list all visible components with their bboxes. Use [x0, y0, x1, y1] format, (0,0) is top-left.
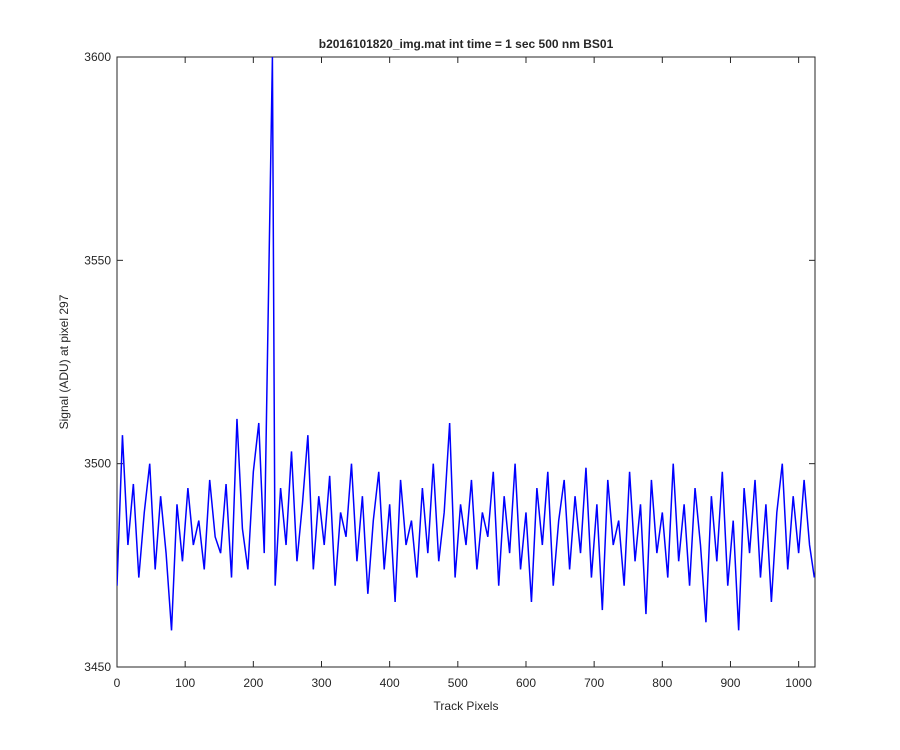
data-line — [117, 57, 815, 631]
x-tick-label: 1000 — [785, 676, 812, 690]
x-tick-label: 600 — [516, 676, 536, 690]
x-tick-label: 700 — [584, 676, 604, 690]
y-axis-label: Signal (ADU) at pixel 297 — [57, 294, 71, 429]
x-tick-label: 900 — [720, 676, 740, 690]
x-tick-label: 300 — [311, 676, 331, 690]
x-tick-label: 400 — [380, 676, 400, 690]
x-axis-label: Track Pixels — [434, 699, 499, 713]
x-tick-label: 800 — [652, 676, 672, 690]
x-tick-label: 100 — [175, 676, 195, 690]
y-tick-label: 3450 — [84, 660, 111, 674]
x-tick-label: 0 — [114, 676, 121, 690]
chart-title: b2016101820_img.mat int time = 1 sec 500… — [319, 37, 614, 51]
y-tick-label: 3600 — [84, 50, 111, 64]
x-tick-label: 200 — [243, 676, 263, 690]
y-tick-label: 3550 — [84, 253, 111, 267]
y-tick-label: 3500 — [84, 457, 111, 471]
plot-area — [116, 56, 816, 668]
x-tick-label: 500 — [448, 676, 468, 690]
